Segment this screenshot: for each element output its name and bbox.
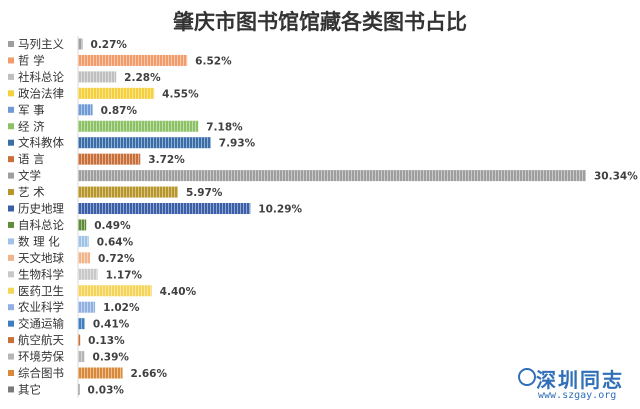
value-label: 0.03%	[88, 384, 125, 396]
bar-texture	[78, 318, 85, 330]
value-label: 6.52%	[195, 55, 232, 67]
value-label: 4.55%	[162, 88, 199, 100]
value-label: 7.18%	[206, 121, 243, 133]
value-label: 0.39%	[93, 352, 130, 364]
value-label: 7.93%	[219, 138, 256, 150]
legend-marker	[8, 238, 14, 245]
legend-marker	[8, 123, 14, 130]
legend-marker	[8, 139, 14, 146]
value-label: 0.41%	[93, 319, 130, 331]
category-label: 文学	[18, 169, 41, 183]
value-label: 0.87%	[101, 105, 138, 117]
bar-texture	[78, 383, 80, 395]
bar-texture	[78, 104, 93, 116]
category-label: 政治法律	[18, 86, 64, 100]
bar-texture	[78, 153, 141, 165]
category-label: 航空航天	[18, 333, 64, 347]
legend-marker	[8, 370, 14, 376]
value-label: 0.64%	[97, 236, 134, 248]
category-label: 医药卫生	[18, 284, 64, 298]
category-label: 社科总论	[18, 70, 64, 84]
category-label: 天文地球	[18, 251, 64, 265]
category-label: 经 济	[18, 119, 45, 133]
legend-marker	[8, 73, 14, 80]
legend-marker	[8, 205, 14, 212]
bar-texture	[78, 203, 251, 214]
watermark: 深圳同志 www.szgay.org	[518, 364, 636, 406]
value-label: 2.66%	[131, 368, 168, 380]
legend-marker	[8, 271, 14, 278]
value-label: 2.28%	[124, 72, 161, 84]
bar-texture	[78, 334, 81, 346]
bar-texture	[78, 235, 89, 247]
legend-marker	[8, 106, 14, 113]
bar-texture	[78, 170, 586, 182]
category-label: 生物科学	[18, 267, 64, 281]
category-label: 自科总论	[18, 218, 64, 232]
bar-texture	[78, 219, 87, 231]
bar-texture	[78, 54, 188, 66]
category-label: 文科教体	[18, 136, 64, 150]
category-label: 其它	[18, 382, 41, 396]
legend-marker	[8, 221, 14, 228]
category-label: 数 理 化	[18, 234, 60, 248]
legend-marker	[8, 320, 14, 327]
legend-marker	[8, 386, 14, 393]
bar-texture	[78, 252, 91, 264]
bar-texture	[78, 71, 117, 83]
value-label: 1.17%	[106, 269, 143, 281]
value-label: 3.72%	[148, 154, 185, 166]
bar-texture	[78, 351, 85, 363]
value-label: 0.27%	[91, 39, 128, 51]
category-label: 综合图书	[18, 366, 64, 380]
chart-title: 肇庆市图书馆馆藏各类图书占比	[173, 10, 467, 34]
legend-marker	[8, 353, 14, 360]
bar-texture	[78, 137, 211, 149]
legend-marker	[8, 337, 14, 344]
value-label: 30.34%	[594, 171, 638, 183]
category-label: 马列主义	[18, 37, 64, 51]
legend-marker	[8, 304, 14, 311]
category-label: 环境劳保	[18, 350, 64, 364]
category-label: 历史地理	[18, 202, 64, 216]
legend-marker	[8, 41, 14, 47]
bar-texture	[78, 285, 152, 297]
legend-marker	[8, 57, 14, 64]
bar-texture	[78, 301, 96, 313]
bar-texture	[78, 186, 178, 198]
bar-texture	[78, 120, 199, 132]
category-label: 艺 术	[18, 185, 45, 199]
value-label: 0.13%	[88, 335, 125, 347]
legend-marker	[8, 172, 14, 179]
legend-marker	[8, 90, 14, 97]
value-label: 5.97%	[186, 187, 223, 199]
bar-texture	[78, 87, 155, 99]
bar-texture	[78, 367, 123, 379]
legend-marker	[8, 287, 14, 294]
legend-marker	[8, 156, 14, 163]
category-label: 农业科学	[18, 300, 64, 314]
value-label: 0.49%	[94, 220, 131, 232]
bar-texture	[78, 38, 83, 50]
value-label: 1.02%	[103, 302, 140, 314]
value-label: 0.72%	[98, 253, 135, 265]
category-label: 军 事	[18, 103, 45, 117]
globe-icon	[518, 368, 536, 386]
category-label: 哲 学	[18, 53, 45, 67]
bar-texture	[78, 268, 98, 280]
watermark-main: 深圳同志	[536, 368, 624, 392]
legend-marker	[8, 189, 14, 196]
value-label: 10.29%	[258, 204, 302, 216]
legend-marker	[8, 254, 14, 261]
watermark-url: www.szgay.org	[538, 390, 617, 401]
value-label: 4.40%	[160, 286, 197, 298]
category-label: 语 言	[18, 152, 45, 166]
category-label: 交通运输	[18, 317, 64, 331]
